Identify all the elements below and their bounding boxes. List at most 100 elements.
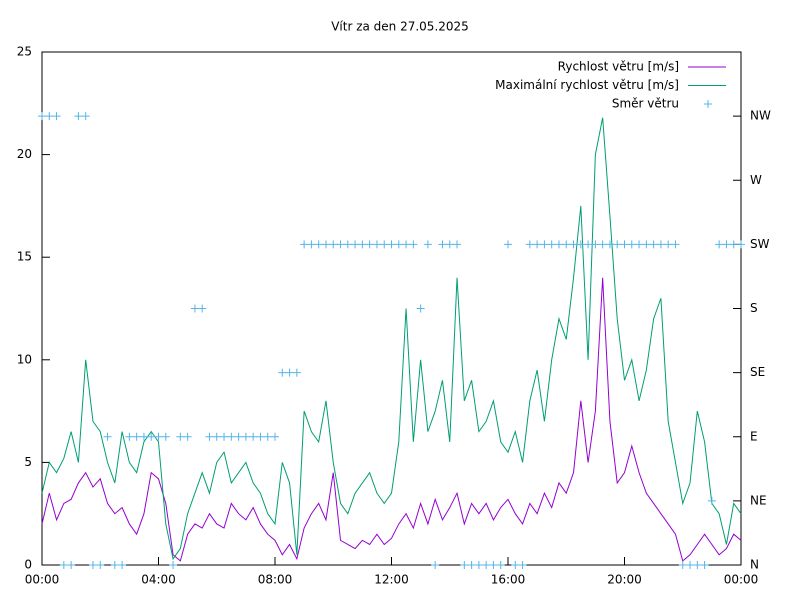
direction-point bbox=[38, 112, 46, 121]
direction-point bbox=[467, 561, 476, 569]
chart-title: Vítr za den 27.05.2025 bbox=[331, 20, 469, 34]
x-tick-label: 12:00 bbox=[374, 573, 409, 587]
direction-point bbox=[693, 561, 702, 569]
x-tick-label: 04:00 bbox=[141, 573, 176, 587]
direction-point bbox=[183, 432, 192, 441]
direction-point bbox=[220, 432, 229, 441]
direction-point bbox=[372, 240, 381, 249]
y-tick-label: 15 bbox=[17, 250, 32, 264]
direction-point bbox=[453, 240, 462, 249]
direction-point bbox=[737, 240, 745, 249]
direction-point bbox=[88, 561, 97, 569]
direction-point bbox=[431, 561, 440, 569]
direction-point bbox=[562, 240, 571, 249]
direction-point bbox=[103, 432, 112, 441]
direction-point bbox=[686, 561, 695, 569]
direction-point bbox=[300, 240, 309, 249]
direction-point bbox=[190, 304, 199, 313]
direction-point bbox=[154, 432, 163, 441]
direction-point bbox=[671, 240, 680, 249]
direction-point bbox=[554, 240, 563, 249]
direction-point bbox=[81, 112, 90, 121]
direction-point bbox=[52, 112, 61, 121]
direction-point bbox=[715, 240, 724, 249]
direction-point bbox=[314, 240, 323, 249]
direction-point bbox=[96, 561, 105, 569]
direction-point bbox=[380, 240, 389, 249]
legend-label: Maximální rychlost větru [m/s] bbox=[495, 78, 679, 92]
direction-point bbox=[169, 561, 178, 569]
direction-point bbox=[241, 432, 250, 441]
direction-point bbox=[722, 240, 731, 249]
direction-point bbox=[45, 112, 54, 121]
direction-point bbox=[620, 240, 629, 249]
legend-label: Směr větru bbox=[612, 97, 679, 111]
direction-point bbox=[358, 240, 367, 249]
direction-point bbox=[409, 240, 418, 249]
direction-point bbox=[59, 561, 68, 569]
series-line bbox=[41, 117, 742, 561]
legend-label: Rychlost větru [m/s] bbox=[558, 60, 679, 74]
direction-point bbox=[285, 368, 294, 377]
direction-point bbox=[263, 432, 272, 441]
direction-point bbox=[474, 561, 483, 569]
direction-point bbox=[227, 432, 236, 441]
direction-point bbox=[438, 240, 447, 249]
direction-point bbox=[118, 561, 127, 569]
direction-point bbox=[234, 432, 243, 441]
direction-point bbox=[598, 240, 607, 249]
direction-point bbox=[139, 432, 148, 441]
x-tick-label: 00:00 bbox=[25, 573, 60, 587]
direction-point bbox=[132, 432, 141, 441]
direction-point bbox=[343, 240, 352, 249]
y2-tick-label: S bbox=[750, 301, 758, 315]
y-tick-label: 20 bbox=[17, 147, 32, 161]
y2-tick-label: SE bbox=[750, 365, 765, 379]
y-tick-label: 25 bbox=[17, 45, 32, 59]
direction-point bbox=[329, 240, 338, 249]
direction-point bbox=[67, 561, 76, 569]
y2-tick-label: SW bbox=[750, 237, 770, 251]
y-tick-label: 0 bbox=[24, 558, 32, 572]
direction-point bbox=[351, 240, 360, 249]
direction-point bbox=[678, 561, 687, 569]
direction-point bbox=[547, 240, 556, 249]
y-tick-label: 5 bbox=[24, 455, 32, 469]
direction-point bbox=[482, 561, 491, 569]
direction-point bbox=[416, 304, 425, 313]
direction-point bbox=[627, 240, 636, 249]
direction-point bbox=[525, 240, 534, 249]
direction-point bbox=[489, 561, 498, 569]
direction-point bbox=[74, 112, 83, 121]
direction-point bbox=[387, 240, 396, 249]
direction-point bbox=[729, 240, 738, 249]
direction-point bbox=[336, 240, 345, 249]
x-tick-label: 00:00 bbox=[724, 573, 759, 587]
direction-point bbox=[511, 561, 520, 569]
direction-point bbox=[642, 240, 651, 249]
direction-point bbox=[504, 240, 512, 249]
direction-point bbox=[569, 240, 578, 249]
x-tick-label: 16:00 bbox=[491, 573, 526, 587]
direction-point bbox=[591, 240, 600, 249]
direction-point bbox=[656, 240, 665, 249]
y2-tick-label: NE bbox=[750, 493, 767, 507]
direction-point bbox=[664, 240, 673, 249]
direction-point bbox=[256, 432, 265, 441]
direction-point bbox=[445, 240, 454, 249]
direction-point bbox=[249, 432, 258, 441]
direction-point bbox=[584, 240, 593, 249]
y2-tick-label: E bbox=[750, 429, 758, 443]
direction-point bbox=[271, 432, 279, 441]
direction-point bbox=[613, 240, 622, 249]
direction-point bbox=[707, 496, 716, 505]
direction-point bbox=[423, 240, 432, 249]
direction-point bbox=[198, 304, 207, 313]
direction-point bbox=[292, 368, 301, 377]
y2-tick-label: W bbox=[750, 173, 762, 187]
direction-point bbox=[212, 432, 221, 441]
direction-point bbox=[176, 432, 185, 441]
